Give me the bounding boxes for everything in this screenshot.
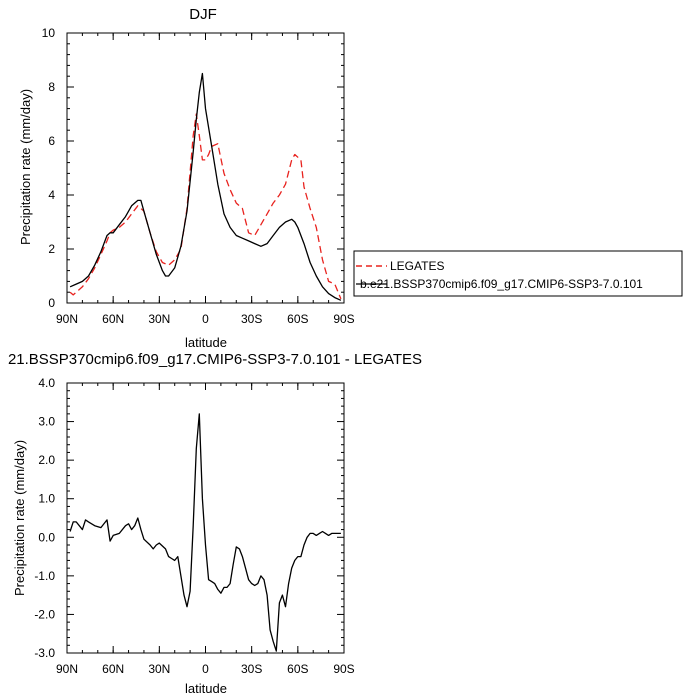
legend-label-legates: LEGATES [390, 259, 444, 273]
bottom-x-tick-label: 90S [333, 662, 354, 676]
bottom-x-tick-label: 60S [287, 662, 308, 676]
top-x-tick-label: 90S [333, 312, 354, 326]
bottom-plot-frame [66, 382, 345, 654]
bottom-x-tick-label: 30S [241, 662, 262, 676]
bottom-chart: 21.BSSP370cmip6.f09_g17.CMIP6-SSP3-7.0.1… [8, 351, 422, 696]
top-chart-ylabel: Precipitation rate (mm/day) [18, 89, 33, 245]
top-x-tick-label: 30N [148, 312, 170, 326]
bottom-chart-ylabel: Precipitation rate (mm/day) [12, 440, 27, 596]
bottom-x-tick-label: 60N [102, 662, 124, 676]
top-series-line-1 [69, 72, 342, 301]
legend-label-model: b.e21.BSSP370cmip6.f09_g17.CMIP6-SSP3-7.… [360, 277, 643, 291]
top-chart-xlabel: latitude [185, 335, 227, 350]
bottom-x-tick-label: 90N [56, 662, 78, 676]
bottom-x-tick-label: 30N [148, 662, 170, 676]
top-x-tick-label: 60N [102, 312, 124, 326]
bottom-chart-xlabel: latitude [185, 681, 227, 696]
bottom-series-line-0 [69, 413, 341, 652]
top-x-tick-label: 0 [202, 312, 209, 326]
top-plot-frame [66, 32, 345, 304]
top-y-tick-label: 6 [48, 134, 55, 148]
top-x-tick-label: 60S [287, 312, 308, 326]
bottom-chart-title: 21.BSSP370cmip6.f09_g17.CMIP6-SSP3-7.0.1… [8, 351, 422, 368]
top-chart-title: DJF [189, 6, 217, 23]
legend-box [353, 250, 683, 297]
top-y-tick-label: 10 [42, 26, 56, 40]
top-y-tick-label: 2 [48, 242, 55, 256]
top-x-tick-label: 90N [56, 312, 78, 326]
top-chart: DJF Precipitation rate (mm/day) latitude… [18, 6, 355, 350]
bottom-y-tick-label: 3.0 [38, 415, 55, 429]
bottom-y-tick-label: 1.0 [38, 492, 55, 506]
top-y-tick-label: 8 [48, 80, 55, 94]
top-y-tick-label: 4 [48, 188, 55, 202]
top-y-tick-label: 0 [48, 296, 55, 310]
bottom-y-tick-label: -1.0 [34, 569, 55, 583]
top-series-line-0 [69, 113, 342, 300]
legend: LEGATES b.e21.BSSP370cmip6.f09_g17.CMIP6… [353, 250, 683, 297]
bottom-y-tick-label: 0.0 [38, 530, 55, 544]
bottom-y-tick-label: -3.0 [34, 646, 55, 660]
bottom-x-tick-label: 0 [202, 662, 209, 676]
top-x-tick-label: 30S [241, 312, 262, 326]
bottom-y-tick-label: -2.0 [34, 607, 55, 621]
bottom-y-tick-label: 2.0 [38, 453, 55, 467]
bottom-y-tick-label: 4.0 [38, 376, 55, 390]
